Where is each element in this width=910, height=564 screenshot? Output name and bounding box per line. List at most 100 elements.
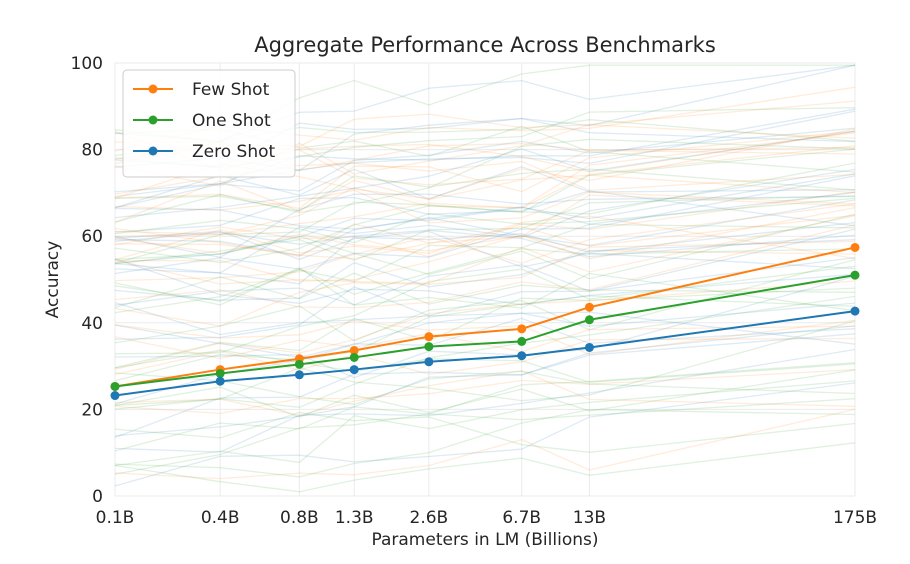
legend-marker-zero-shot — [148, 146, 158, 156]
legend-marker-few-shot — [148, 84, 158, 94]
benchmark-line — [114, 168, 856, 274]
few-shot-point — [584, 302, 594, 312]
benchmark-line — [114, 442, 856, 493]
benchmark-line — [114, 195, 856, 265]
benchmark-line — [114, 233, 856, 255]
benchmark-line — [114, 206, 856, 282]
benchmark-line — [114, 166, 856, 209]
benchmark-line — [114, 320, 856, 407]
benchmark-line — [114, 239, 856, 301]
benchmark-line — [114, 325, 856, 437]
benchmark-line — [114, 258, 856, 306]
zero-shot-point — [424, 357, 434, 367]
benchmark-line — [114, 370, 856, 416]
one-shot-point — [294, 359, 304, 369]
benchmark-line — [114, 199, 856, 256]
benchmark-line — [114, 215, 856, 261]
zero-shot-point — [349, 365, 359, 375]
benchmark-line — [114, 215, 856, 285]
benchmark-line — [114, 258, 856, 344]
benchmark-line — [114, 229, 856, 258]
benchmark-line — [114, 145, 856, 236]
one-shot-point — [517, 336, 527, 346]
benchmark-line — [114, 175, 856, 275]
benchmark-line — [114, 110, 856, 198]
few-shot-point — [349, 346, 359, 356]
benchmark-line — [114, 368, 856, 415]
benchmark-line — [114, 348, 856, 453]
benchmark-line — [114, 333, 856, 439]
benchmark-line — [114, 214, 856, 260]
benchmark-line — [114, 221, 856, 285]
legend-label-one-shot: One Shot — [192, 111, 271, 131]
benchmark-line — [114, 213, 856, 280]
individual-benchmark-lines — [114, 64, 856, 493]
y-axis-label: Accuracy — [43, 241, 63, 319]
benchmark-line — [114, 174, 856, 224]
benchmark-line — [114, 280, 856, 371]
benchmark-line — [114, 408, 856, 480]
benchmark-line — [114, 248, 856, 314]
one-shot-point — [215, 368, 225, 378]
zero-shot-point — [294, 370, 304, 380]
benchmark-line — [114, 100, 856, 187]
x-axis-label: Parameters in LM (Billions) — [371, 530, 598, 550]
benchmark-line — [114, 197, 856, 244]
y-tick-label: 60 — [81, 227, 103, 247]
x-tick-label: 0.4B — [201, 508, 240, 528]
benchmark-line — [114, 267, 856, 312]
one-shot-point — [349, 352, 359, 362]
one-shot-point — [424, 342, 434, 352]
few-shot-point — [850, 242, 860, 252]
benchmark-line — [114, 256, 856, 340]
x-tick-label: 175B — [833, 508, 877, 528]
x-tick-label: 2.6B — [410, 508, 449, 528]
one-shot-point — [110, 381, 120, 391]
legend-marker-one-shot — [148, 115, 158, 125]
benchmark-line — [114, 168, 856, 212]
benchmark-line — [114, 194, 856, 258]
benchmark-line — [114, 130, 856, 219]
benchmark-line — [114, 337, 856, 376]
benchmark-line — [114, 162, 856, 264]
benchmark-line — [114, 362, 856, 452]
few-shot-point — [424, 332, 434, 342]
benchmark-line — [114, 132, 856, 238]
y-tick-label: 100 — [71, 54, 103, 74]
legend: Few Shot One Shot Zero Shot — [122, 69, 296, 178]
benchmark-line — [114, 127, 856, 209]
benchmark-line — [114, 295, 856, 410]
benchmark-line — [114, 148, 856, 264]
benchmark-line — [114, 272, 856, 309]
zero-shot-point — [110, 391, 120, 401]
benchmark-line — [114, 408, 856, 478]
chart-title: Aggregate Performance Across Benchmarks — [254, 33, 716, 57]
benchmark-line — [114, 301, 856, 345]
benchmark-line — [114, 295, 856, 382]
x-tick-label: 6.7B — [502, 508, 541, 528]
benchmark-line — [114, 411, 856, 453]
zero-shot-point — [215, 376, 225, 386]
benchmark-line — [114, 265, 856, 355]
benchmark-line — [114, 130, 856, 210]
zero-shot-point — [517, 351, 527, 361]
benchmark-line — [114, 193, 856, 258]
benchmark-line — [114, 230, 856, 270]
y-tick-label: 20 — [81, 400, 103, 420]
zero-shot-point — [850, 306, 860, 316]
few-shot-line — [114, 246, 856, 388]
legend-label-zero-shot: Zero Shot — [192, 142, 275, 162]
benchmark-line — [114, 224, 856, 309]
benchmark-line — [114, 223, 856, 302]
legend-label-few-shot: Few Shot — [192, 80, 270, 100]
x-tick-label: 0.1B — [96, 508, 135, 528]
benchmark-line — [114, 240, 856, 327]
y-tick-label: 80 — [81, 141, 103, 161]
benchmark-line — [114, 370, 856, 406]
few-shot-point — [517, 324, 527, 334]
one-shot-point — [584, 315, 594, 325]
x-tick-label: 0.8B — [280, 508, 319, 528]
benchmark-line — [114, 203, 856, 282]
benchmark-line — [114, 325, 856, 360]
